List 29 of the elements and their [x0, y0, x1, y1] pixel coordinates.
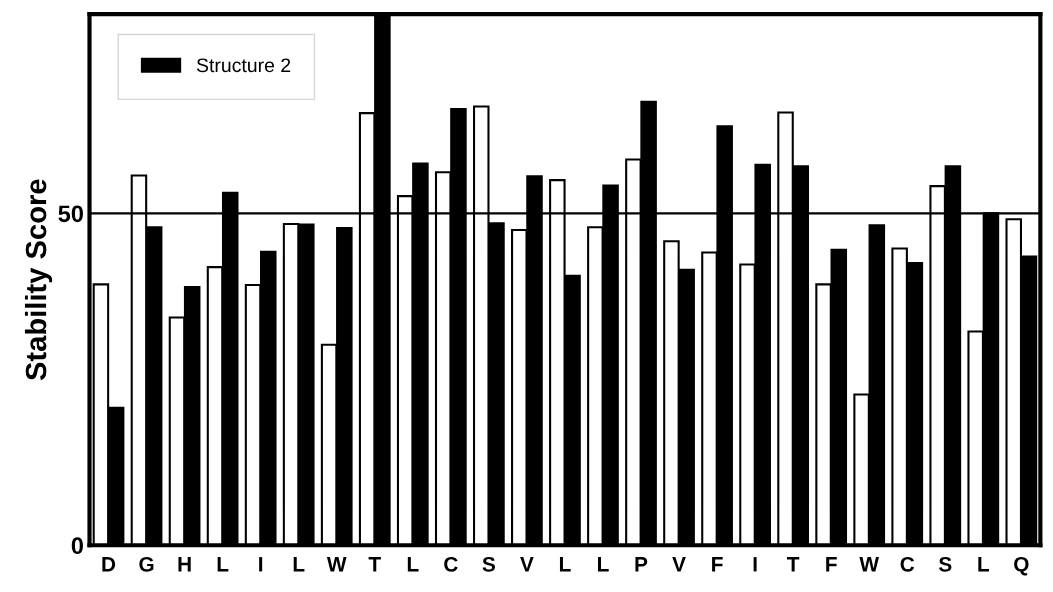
x-tick-label: T [787, 557, 800, 572]
x-tick-label: H [178, 557, 191, 572]
x-tick-label: C [900, 556, 915, 572]
x-tick-label: I [259, 557, 263, 572]
legend-label: Structure 2 [196, 58, 291, 73]
x-tick-label: L [293, 557, 305, 572]
x-tick-label: L [407, 557, 419, 572]
x-tick-label: G [139, 556, 154, 572]
x-tick-label: L [598, 557, 609, 572]
x-tick-label: C [444, 556, 458, 572]
y-tick-label: 50 [58, 205, 83, 223]
x-tick-label: W [859, 557, 880, 572]
x-tick-label: S [938, 556, 952, 572]
x-tick-label: I [753, 557, 757, 572]
x-tick-label: P [635, 557, 648, 572]
x-tick-label: V [672, 557, 686, 572]
x-tick-label: W [326, 557, 347, 572]
x-tick-label: L [217, 557, 229, 572]
x-tick-label: L [559, 557, 571, 572]
x-tick-label: Q [1014, 556, 1029, 576]
x-tick-label: V [520, 557, 534, 572]
x-tick-label: T [368, 557, 381, 572]
x-tick-label: L [978, 557, 990, 572]
x-tick-label: D [102, 557, 116, 572]
y-axis-title: Stability Score [24, 179, 53, 381]
x-tick-label: S [482, 556, 495, 572]
y-tick-label: 0 [71, 537, 83, 555]
x-tick-label: F [712, 557, 723, 572]
x-tick-label: F [826, 557, 837, 572]
